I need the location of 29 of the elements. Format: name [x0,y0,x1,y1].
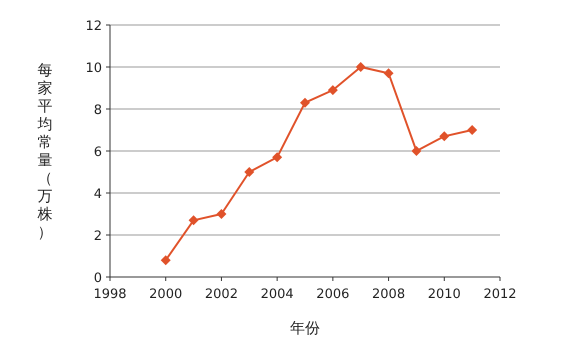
x-tick-label: 2000 [149,287,182,302]
text: 每家平均常量（万株） [38,61,52,241]
x-tick-label: 2002 [204,287,238,302]
point [216,209,226,219]
point [356,62,366,72]
point [188,215,199,226]
point [328,85,338,96]
x-tick-label: 2004 [260,287,294,302]
point [160,255,171,266]
y-tick-label: 0 [94,271,102,286]
point [300,98,310,108]
point [467,125,478,135]
point [244,167,254,177]
point [272,152,282,162]
y-tick-label: 6 [94,145,102,160]
y-tick-label: 2 [94,229,102,244]
point [439,131,450,142]
x-tick-label: 2008 [372,287,406,302]
x-axis-title: 年份 [290,319,320,337]
y-tick-label: 4 [94,187,102,202]
x-tick-label: 2006 [316,287,350,302]
y-tick-label: 12 [85,19,102,34]
point [411,146,422,156]
x-tick-label: 2010 [428,287,461,302]
x-tick-label: 1998 [93,287,127,302]
x-tick-label: 2012 [483,287,517,302]
point [384,68,394,78]
y-tick-label: 8 [94,103,102,118]
y-tick-label: 10 [85,61,102,76]
